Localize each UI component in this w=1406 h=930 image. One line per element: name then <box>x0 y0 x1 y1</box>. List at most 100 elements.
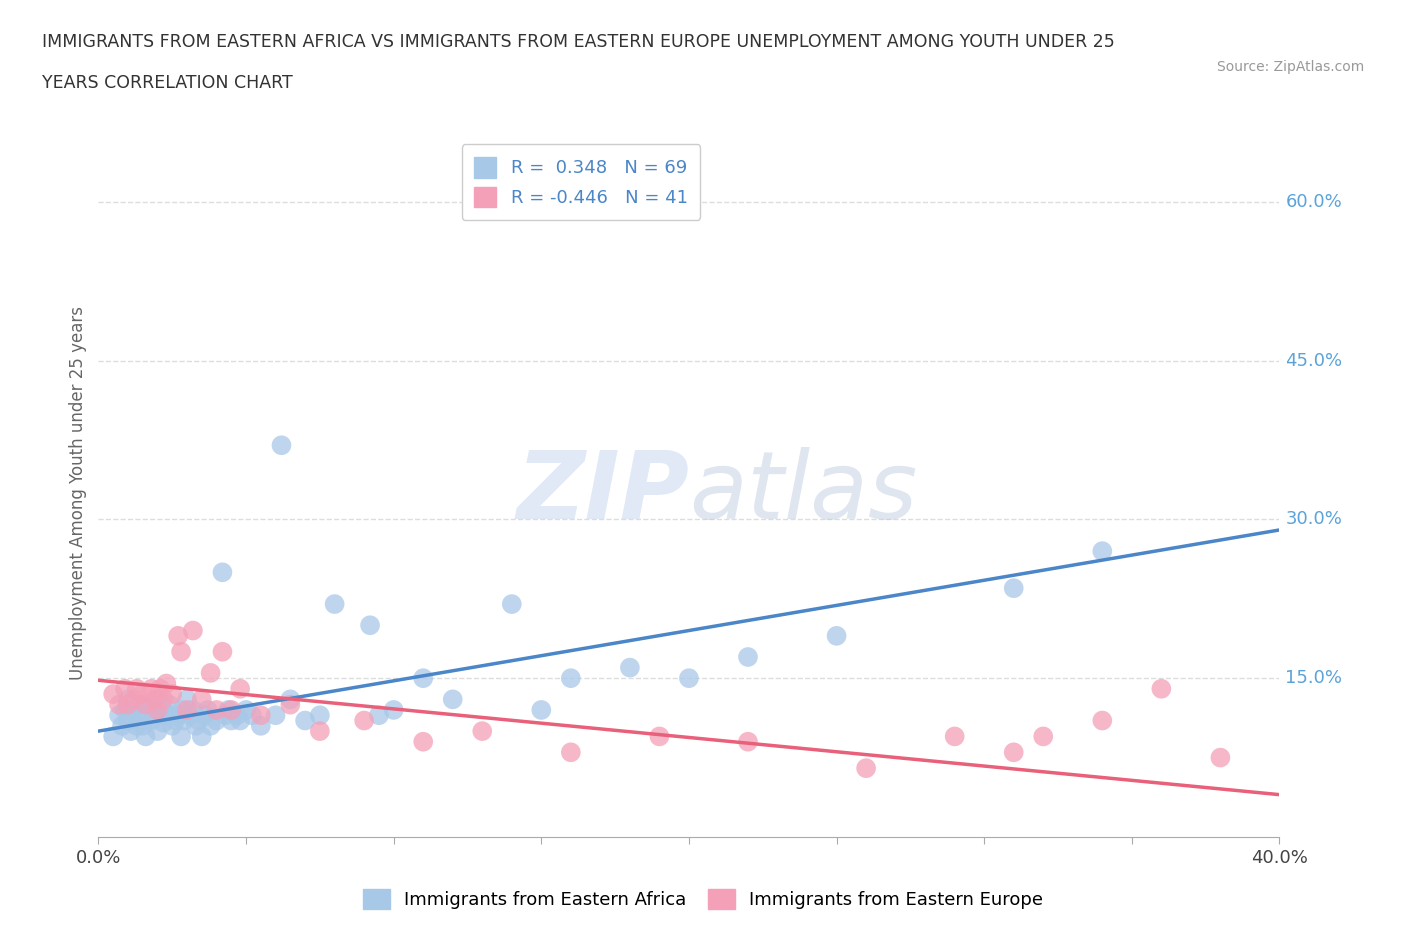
Point <box>135 729 157 744</box>
Text: 15.0%: 15.0% <box>1285 670 1343 687</box>
Point <box>200 718 222 733</box>
Point <box>309 708 332 723</box>
Point <box>1091 544 1114 559</box>
Point <box>132 686 155 701</box>
Point <box>125 718 148 733</box>
Point <box>162 718 183 733</box>
Point <box>181 702 204 717</box>
Point <box>1002 745 1025 760</box>
Point <box>1209 751 1232 765</box>
Point <box>108 698 131 712</box>
Point <box>117 698 139 712</box>
Point <box>135 698 157 712</box>
Point <box>152 692 174 707</box>
Point <box>114 682 136 697</box>
Point <box>1002 580 1025 595</box>
Point <box>194 708 217 723</box>
Point <box>157 698 180 712</box>
Point <box>155 708 177 723</box>
Point <box>1150 682 1173 697</box>
Point <box>165 713 187 728</box>
Point <box>855 761 877 776</box>
Point <box>191 729 214 744</box>
Point <box>219 702 242 717</box>
Text: YEARS CORRELATION CHART: YEARS CORRELATION CHART <box>42 74 292 92</box>
Point <box>176 702 198 717</box>
Point <box>117 692 139 707</box>
Text: IMMIGRANTS FROM EASTERN AFRICA VS IMMIGRANTS FROM EASTERN EUROPE UNEMPLOYMENT AM: IMMIGRANTS FROM EASTERN AFRICA VS IMMIGR… <box>42 33 1115 50</box>
Point <box>648 729 671 744</box>
Point <box>128 698 150 712</box>
Point <box>103 686 125 701</box>
Text: ZIP: ZIP <box>516 447 689 538</box>
Point <box>103 729 125 744</box>
Point <box>108 708 131 723</box>
Point <box>149 708 172 723</box>
Point <box>359 618 381 632</box>
Point <box>530 702 553 717</box>
Point <box>132 718 155 733</box>
Point <box>143 702 166 717</box>
Point <box>181 623 204 638</box>
Point <box>211 565 233 579</box>
Point <box>353 713 375 728</box>
Point <box>184 718 207 733</box>
Point <box>122 702 145 717</box>
Point <box>270 438 292 453</box>
Point <box>229 713 252 728</box>
Point <box>152 702 174 717</box>
Point <box>170 702 193 717</box>
Point <box>619 660 641 675</box>
Point <box>132 708 155 723</box>
Point <box>278 698 302 712</box>
Point <box>146 692 169 707</box>
Point <box>141 682 163 697</box>
Point <box>501 597 523 612</box>
Legend: Immigrants from Eastern Africa, Immigrants from Eastern Europe: Immigrants from Eastern Africa, Immigran… <box>356 882 1050 916</box>
Point <box>471 724 494 738</box>
Point <box>187 713 209 728</box>
Point <box>441 692 464 707</box>
Point <box>214 708 236 723</box>
Point <box>191 692 214 707</box>
Text: 45.0%: 45.0% <box>1285 352 1343 369</box>
Point <box>219 713 242 728</box>
Point <box>737 735 759 750</box>
Point <box>309 724 332 738</box>
Point <box>205 702 228 717</box>
Point <box>560 745 582 760</box>
Point <box>412 735 434 750</box>
Point <box>117 713 139 728</box>
Point <box>173 713 195 728</box>
Point <box>250 708 273 723</box>
Point <box>678 671 700 685</box>
Point <box>114 702 136 717</box>
Point <box>152 715 174 730</box>
Point <box>122 692 145 707</box>
Point <box>278 692 302 707</box>
Point <box>217 702 239 717</box>
Point <box>240 708 263 723</box>
Point <box>235 702 257 717</box>
Point <box>1091 713 1114 728</box>
Point <box>125 708 148 723</box>
Y-axis label: Unemployment Among Youth under 25 years: Unemployment Among Youth under 25 years <box>69 306 87 680</box>
Point <box>200 666 222 681</box>
Text: atlas: atlas <box>689 447 917 538</box>
Point <box>120 724 142 738</box>
Point <box>323 597 346 612</box>
Point <box>560 671 582 685</box>
Point <box>138 698 160 712</box>
Point <box>143 692 166 707</box>
Point <box>170 729 193 744</box>
Point <box>162 686 183 701</box>
Point <box>205 713 228 728</box>
Point <box>737 649 759 664</box>
Point <box>825 629 848 644</box>
Point <box>170 644 193 659</box>
Point <box>155 676 177 691</box>
Point <box>167 708 190 723</box>
Point <box>167 629 190 644</box>
Point <box>943 729 966 744</box>
Point <box>1032 729 1054 744</box>
